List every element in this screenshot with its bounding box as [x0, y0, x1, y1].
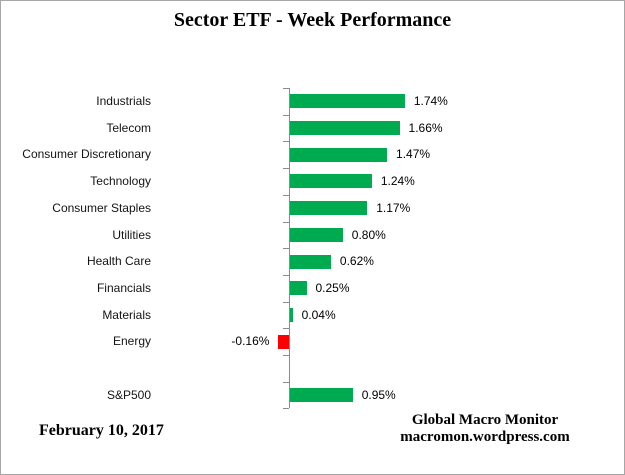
axis-tick [283, 382, 289, 383]
category-label: Energy [112, 334, 151, 349]
category-label: Consumer Staples [52, 200, 151, 215]
category-label: Industrials [96, 94, 151, 108]
date-label: February 10, 2017 [39, 422, 164, 439]
credit-line-1: Global Macro Monitor [411, 412, 559, 428]
bar [290, 388, 353, 403]
bar [290, 201, 368, 216]
axis-tick [283, 195, 289, 196]
axis-tick [283, 115, 289, 116]
axis-tick [283, 248, 289, 249]
category-label: Health Care [86, 254, 151, 269]
value-label: 0.80% [351, 227, 386, 242]
category-label: Materials [102, 307, 151, 322]
bar [278, 334, 289, 349]
bar [290, 121, 400, 136]
value-label: 1.24% [380, 174, 415, 189]
axis-tick [283, 355, 289, 356]
value-label: 1.74% [413, 94, 448, 108]
category-label: Utilities [112, 227, 151, 242]
category-label: Technology [90, 174, 151, 189]
axis-tick [283, 141, 289, 142]
axis-tick [283, 408, 289, 409]
value-label: 0.25% [315, 280, 350, 295]
axis-tick [283, 222, 289, 223]
y-axis-line [289, 88, 290, 409]
credit-block: Global Macro Monitor macromon.wordpress.… [369, 412, 601, 446]
axis-tick [283, 275, 289, 276]
category-label: Consumer Discretionary [22, 147, 151, 162]
bar [290, 254, 331, 269]
axis-tick [283, 328, 289, 329]
value-label: 0.04% [301, 307, 336, 322]
value-label: -0.16% [231, 334, 270, 349]
axis-tick [283, 302, 289, 303]
value-label: 1.47% [396, 147, 431, 162]
value-label: 1.17% [376, 200, 411, 215]
credit-line-2: macromon.wordpress.com [400, 429, 570, 445]
bar [290, 307, 293, 322]
chart-title: Sector ETF - Week Performance [173, 9, 452, 31]
bar [290, 147, 388, 162]
bar [290, 94, 405, 109]
bar [290, 174, 372, 189]
value-label: 1.66% [408, 120, 443, 135]
category-label: Telecom [106, 120, 151, 135]
axis-tick [283, 168, 289, 169]
axis-tick [283, 88, 289, 89]
value-label: 0.62% [339, 254, 374, 269]
value-label: 0.95% [361, 387, 396, 402]
category-label: Financials [96, 280, 151, 295]
bar [290, 227, 343, 242]
category-label: S&P500 [106, 387, 151, 402]
bar [290, 281, 307, 296]
